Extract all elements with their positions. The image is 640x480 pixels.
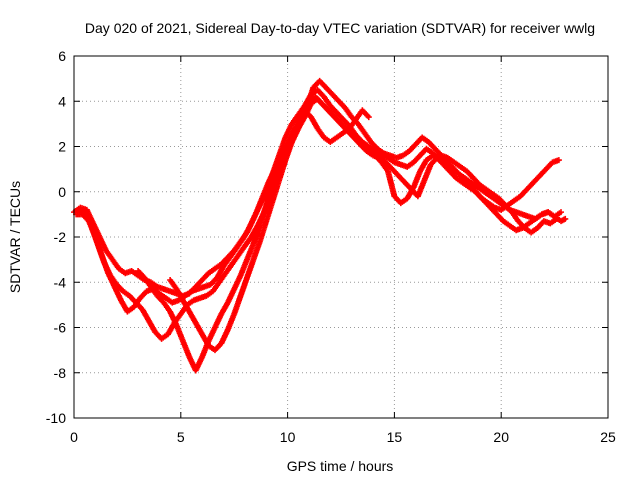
x-tick-label: 20 [493, 429, 509, 445]
x-axis-ticks: 0 5 10 15 20 25 [70, 56, 616, 445]
data-point [562, 215, 569, 222]
series-layer [71, 77, 569, 374]
x-tick-label: 10 [280, 429, 296, 445]
y-tick-label: 6 [58, 48, 66, 64]
y-tick-label: -8 [54, 365, 67, 381]
x-axis-label: GPS time / hours [287, 458, 394, 474]
y-axis-label: SDTVAR / TECUs [7, 181, 23, 293]
x-tick-label: 0 [70, 429, 78, 445]
x-tick-label: 25 [600, 429, 616, 445]
y-tick-label: 4 [58, 93, 66, 109]
y-tick-label: -6 [54, 320, 67, 336]
data-point [558, 209, 565, 216]
data-point [365, 114, 372, 121]
data-point [555, 157, 562, 164]
series-trace-5 [167, 95, 565, 354]
chart-title: Day 020 of 2021, Sidereal Day-to-day VTE… [85, 20, 595, 36]
grid-lines [74, 56, 608, 418]
x-tick-label: 15 [387, 429, 403, 445]
y-tick-label: 0 [58, 184, 66, 200]
y-tick-label: 2 [58, 139, 66, 155]
y-tick-label: -10 [46, 410, 66, 426]
y-tick-label: -2 [54, 229, 67, 245]
y-tick-label: -4 [54, 274, 67, 290]
x-tick-label: 5 [177, 429, 185, 445]
y-axis-ticks: -10 -8 -6 -4 -2 0 2 4 6 [46, 48, 608, 426]
